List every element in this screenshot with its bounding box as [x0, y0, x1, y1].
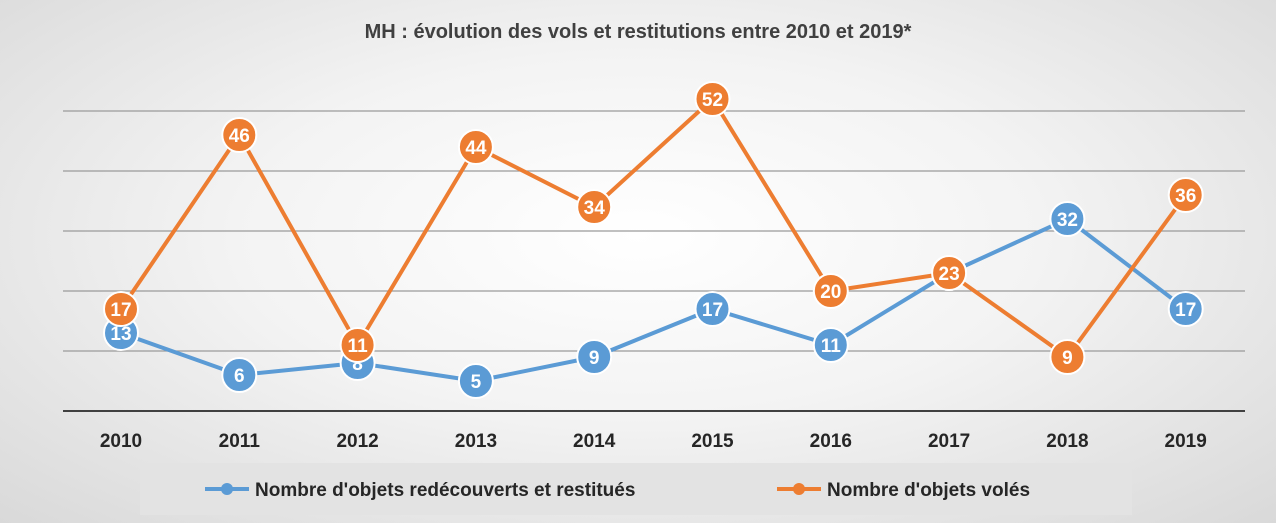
chart-title: MH : évolution des vols et restitutions … [365, 21, 912, 43]
series-line [119, 97, 1188, 359]
data-point [576, 189, 613, 225]
legend-label: Nombre d'objets redécouverts et restitué… [255, 480, 635, 501]
data-label: 17 [702, 300, 723, 321]
legend-label: Nombre d'objets volés [827, 480, 1030, 501]
data-point [457, 129, 494, 165]
data-label: 17 [110, 300, 131, 321]
data-label: 23 [939, 264, 960, 285]
data-label: 34 [584, 198, 606, 219]
x-tick-label: 2016 [810, 431, 852, 452]
legend-marker [221, 483, 233, 495]
x-axis-tick-labels: 2010 2011 2012 2013 2014 2015 2016 2017 2018 2019 [100, 431, 1207, 452]
legend-marker [793, 483, 805, 495]
data-point [812, 273, 849, 309]
legend-item: Nombre d'objets volés [777, 480, 1030, 501]
data-point [1049, 201, 1086, 237]
data-point [1167, 177, 1204, 213]
data-label: 44 [465, 138, 487, 159]
data-point [457, 363, 494, 399]
data-label: 11 [348, 336, 369, 357]
data-point [694, 81, 731, 117]
legend: Nombre d'objets redécouverts et restitué… [205, 480, 1030, 501]
data-label: 8 [352, 354, 363, 375]
legend-box [140, 463, 1132, 515]
data-label: 6 [234, 366, 245, 387]
x-tick-label: 2017 [928, 431, 970, 452]
data-point [221, 357, 258, 393]
x-tick-label: 2014 [573, 431, 616, 452]
data-label: 5 [471, 372, 482, 393]
x-tick-label: 2012 [336, 431, 378, 452]
legend-item: Nombre d'objets redécouverts et restitué… [205, 480, 635, 501]
data-point [694, 291, 731, 327]
data-point [103, 291, 139, 327]
data-label: 17 [1175, 300, 1196, 321]
data-point [1049, 339, 1086, 375]
data-label: 9 [1062, 348, 1073, 369]
data-label: 13 [110, 324, 131, 345]
series-2: 17 46 11 44 34 52 20 23 9 36 [103, 81, 1204, 375]
x-tick-label: 2011 [219, 431, 261, 452]
data-label: 32 [1057, 210, 1078, 231]
data-point [931, 255, 968, 291]
series-line [119, 217, 1188, 383]
data-label: 20 [820, 282, 841, 303]
x-tick-label: 2010 [100, 431, 142, 452]
data-point [339, 327, 376, 363]
data-label: 46 [229, 126, 250, 147]
data-label: 36 [1175, 186, 1196, 207]
data-point [1167, 291, 1204, 327]
data-label: 52 [702, 90, 723, 111]
data-point [221, 117, 258, 153]
x-tick-label: 2015 [691, 431, 734, 452]
x-tick-label: 2018 [1046, 431, 1088, 452]
data-point [576, 339, 613, 375]
data-label: 11 [821, 336, 842, 357]
x-tick-label: 2013 [455, 431, 497, 452]
x-tick-label: 2019 [1165, 431, 1207, 452]
data-point [812, 327, 849, 363]
data-label: 9 [589, 348, 600, 369]
